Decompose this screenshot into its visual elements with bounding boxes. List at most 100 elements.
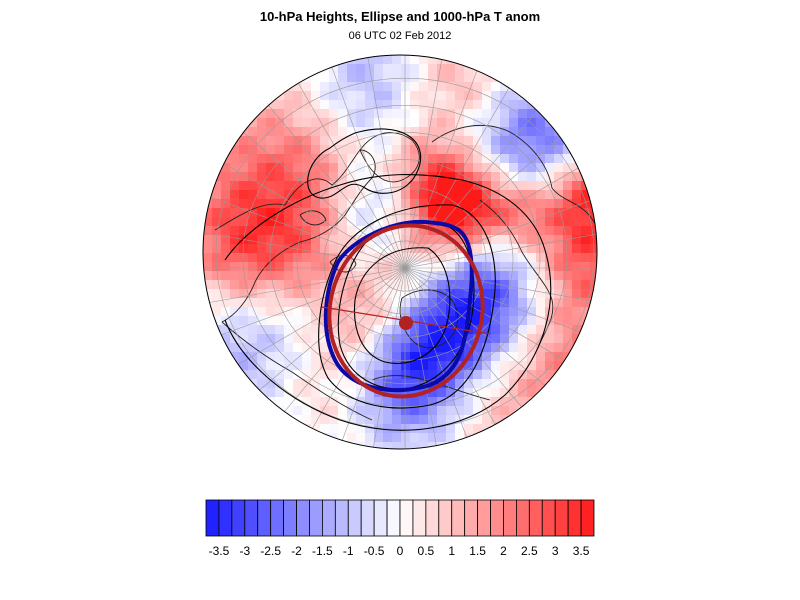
anomaly-cell — [392, 406, 402, 416]
anomaly-cell — [581, 208, 591, 218]
anomaly-cell — [239, 163, 249, 173]
anomaly-cell — [455, 316, 465, 326]
anomaly-cell — [437, 271, 447, 281]
anomaly-cell — [428, 100, 438, 110]
anomaly-cell — [311, 208, 321, 218]
anomaly-cell — [419, 64, 429, 74]
anomaly-cell — [446, 424, 456, 434]
anomaly-cell — [554, 325, 564, 335]
anomaly-cell — [401, 397, 411, 407]
anomaly-cell — [563, 289, 573, 299]
anomaly-cell — [257, 154, 267, 164]
anomaly-cell — [338, 172, 348, 182]
anomaly-cell — [239, 181, 249, 191]
anomaly-cell — [248, 325, 258, 335]
anomaly-cell — [257, 127, 267, 137]
colorbar-box — [373, 499, 388, 537]
colorbar-tick-label: -0.5 — [364, 544, 385, 558]
anomaly-cell — [311, 82, 321, 92]
anomaly-cell — [500, 298, 510, 308]
anomaly-cell — [248, 361, 258, 371]
anomaly-cell — [383, 145, 393, 155]
anomaly-cell — [419, 55, 429, 65]
colorbar-box — [503, 499, 517, 537]
anomaly-cell — [473, 109, 483, 119]
anomaly-cell — [266, 262, 276, 272]
anomaly-cell — [293, 406, 303, 416]
anomaly-cell — [284, 226, 294, 236]
anomaly-cell — [284, 199, 294, 209]
anomaly-cell — [455, 262, 465, 272]
anomaly-cell — [509, 289, 519, 299]
anomaly-cell — [338, 226, 348, 236]
anomaly-cell — [401, 226, 411, 236]
anomaly-cell — [383, 352, 393, 362]
anomaly-cell — [365, 73, 375, 83]
highlighted-height-contour — [323, 219, 474, 393]
anomaly-cell — [437, 424, 447, 434]
anomaly-cell — [428, 388, 438, 398]
anomaly-cell — [473, 352, 483, 362]
anomaly-cell — [437, 262, 447, 272]
anomaly-cell — [374, 262, 384, 272]
anomaly-cell — [446, 352, 456, 362]
anomaly-cell — [401, 424, 411, 434]
anomaly-cell — [455, 163, 465, 173]
anomaly-cell — [347, 217, 357, 227]
anomaly-cell — [311, 244, 321, 254]
anomaly-cell — [248, 181, 258, 191]
anomaly-cell — [365, 136, 375, 146]
anomaly-cell — [356, 154, 366, 164]
anomaly-cell — [464, 127, 474, 137]
anomaly-cell — [329, 64, 339, 74]
anomaly-cell — [581, 217, 591, 227]
anomaly-cell — [473, 289, 483, 299]
anomaly-cell — [239, 154, 249, 164]
anomaly-cell — [509, 352, 519, 362]
anomaly-cell — [464, 199, 474, 209]
anomaly-cell — [275, 334, 285, 344]
anomaly-cell — [266, 271, 276, 281]
anomaly-cell — [284, 172, 294, 182]
anomaly-cell — [329, 235, 339, 245]
anomaly-cell — [464, 397, 474, 407]
anomaly-cell — [500, 136, 510, 146]
anomaly-cell — [428, 208, 438, 218]
anomaly-cell — [464, 136, 474, 146]
fitted-ellipse — [327, 223, 485, 399]
anomaly-cell — [329, 163, 339, 173]
anomaly-cell — [275, 370, 285, 380]
anomaly-cell — [446, 334, 456, 344]
anomaly-cell — [302, 352, 312, 362]
anomaly-cell — [275, 118, 285, 128]
anomaly-cell — [446, 388, 456, 398]
anomaly-cell — [365, 433, 375, 443]
anomaly-cell — [437, 145, 447, 155]
anomaly-cell — [356, 352, 366, 362]
anomaly-cell — [464, 271, 474, 281]
anomaly-cell — [419, 154, 429, 164]
anomaly-cell — [347, 163, 357, 173]
anomaly-cell — [374, 190, 384, 200]
anomaly-cell — [365, 397, 375, 407]
anomaly-cell — [239, 289, 249, 299]
anomaly-cell — [545, 199, 555, 209]
anomaly-cell — [581, 298, 591, 308]
anomaly-cell — [392, 64, 402, 74]
colorbar-box — [270, 499, 284, 537]
anomaly-cell — [356, 325, 366, 335]
colorbar-tick-label: 0 — [397, 544, 404, 558]
anomaly-cell — [275, 253, 285, 263]
anomaly-cell — [527, 127, 537, 137]
anomaly-cell — [419, 325, 429, 335]
anomaly-cell — [518, 361, 528, 371]
anomaly-cell — [293, 127, 303, 137]
anomaly-cell — [545, 181, 555, 191]
anomaly-cell — [563, 280, 573, 290]
anomaly-cell — [266, 343, 276, 353]
anomaly-cell — [266, 352, 276, 362]
anomaly-cell — [401, 433, 411, 443]
anomaly-cell — [518, 118, 528, 128]
anomaly-cell — [392, 73, 402, 83]
anomaly-cell — [365, 91, 375, 101]
